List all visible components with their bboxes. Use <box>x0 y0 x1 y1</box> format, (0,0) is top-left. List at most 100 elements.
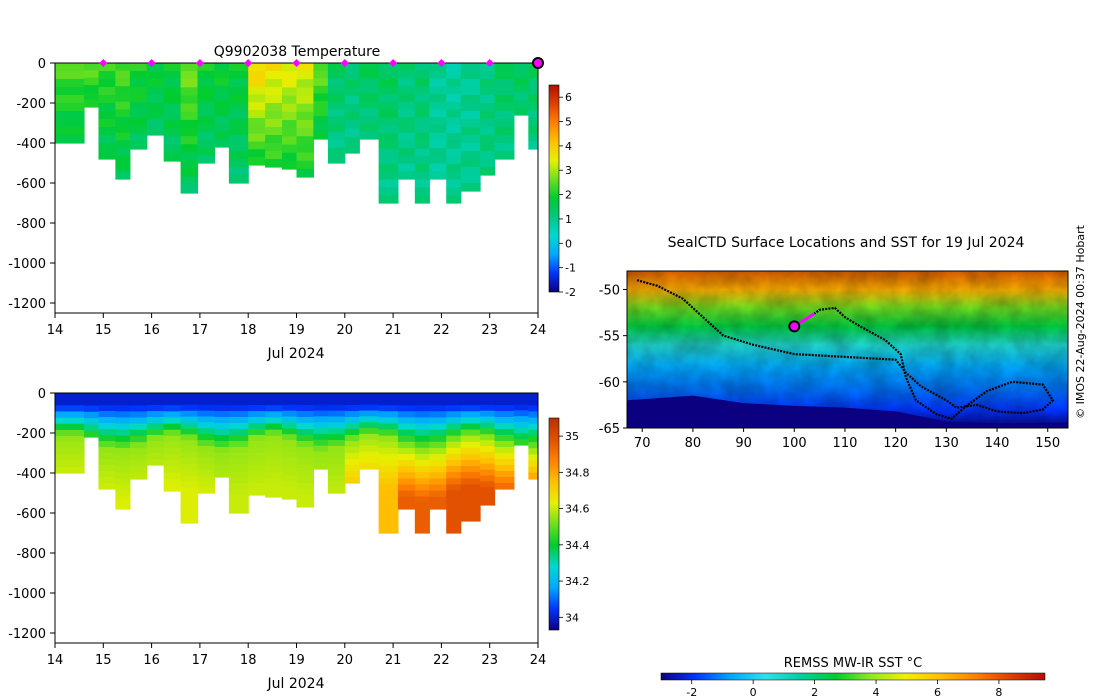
salinity-cell <box>214 405 230 412</box>
temperature-cell <box>528 109 538 119</box>
salinity-cell <box>228 471 249 478</box>
salinity-cell <box>98 465 116 472</box>
salinity-cell <box>429 447 447 455</box>
temperature-cell <box>265 159 283 168</box>
salinity-cell <box>115 429 131 437</box>
temperature-cell <box>494 135 515 144</box>
temperature-cell <box>414 109 430 119</box>
salinity-cell <box>228 507 249 514</box>
salinity-cell <box>115 502 131 510</box>
temperature-cell <box>282 63 298 72</box>
salinity-xtick-label: 17 <box>192 653 209 668</box>
salinity-cell <box>163 472 182 480</box>
temperature-cell <box>180 95 199 105</box>
salinity-cell <box>197 487 215 494</box>
temperature-cell <box>248 117 266 127</box>
salinity-cell <box>446 514 462 522</box>
salinity-cell <box>98 405 116 412</box>
salinity-cell <box>378 502 399 510</box>
salinity-cell <box>265 393 283 400</box>
temperature-cell <box>327 155 346 164</box>
temperature-cell <box>327 109 346 118</box>
salinity-cell <box>282 428 298 435</box>
salinity-cell <box>460 423 481 431</box>
salinity-cbtick-label: 34.2 <box>565 575 590 588</box>
temperature-cell <box>327 139 346 149</box>
salinity-cell <box>460 484 481 492</box>
temperature-cell <box>397 148 416 157</box>
temperature-cell <box>414 156 430 165</box>
salinity-x-ticks: 14 15 16 17 18 19 20 21 22 23 24 <box>47 643 546 668</box>
temperature-cell <box>414 187 430 196</box>
temperature-cell <box>429 140 447 149</box>
temperature-cell <box>414 171 430 181</box>
temperature-cell <box>55 111 85 120</box>
temperature-cell <box>446 156 462 165</box>
salinity-cell <box>344 471 360 478</box>
salinity-cell <box>359 457 380 464</box>
temperature-cell <box>214 85 230 95</box>
daily-marker <box>389 59 398 67</box>
salinity-cell <box>180 511 199 518</box>
temperature-cell <box>480 111 496 120</box>
temperature-cell <box>180 119 199 129</box>
salinity-cell <box>115 417 131 425</box>
temperature-cbtick-label: -1 <box>565 262 576 275</box>
temperature-cell <box>397 163 416 172</box>
temperature-cell <box>98 127 116 136</box>
salinity-cell <box>146 435 165 442</box>
temperature-cell <box>129 86 148 95</box>
salinity-cell <box>460 508 481 516</box>
temperature-cell <box>163 152 182 162</box>
temperature-cell <box>313 108 329 117</box>
temperature-cell <box>414 63 430 72</box>
salinity-cell <box>397 484 416 492</box>
salinity-xlabel: Jul 2024 <box>267 676 325 692</box>
temperature-cell <box>163 128 182 138</box>
salinity-cell <box>429 411 447 419</box>
temperature-cell <box>313 85 329 94</box>
map-lon-tick-label: 100 <box>782 436 807 451</box>
temperature-cell <box>378 70 399 80</box>
salinity-cell <box>313 428 329 435</box>
map-lat-tick-label: -65 <box>599 422 620 437</box>
salinity-cell <box>296 501 315 508</box>
salinity-cell <box>282 493 298 500</box>
salinity-cell <box>528 399 538 406</box>
salinity-cell <box>265 441 283 449</box>
temperature-cell <box>513 63 529 72</box>
temperature-cell <box>115 117 131 126</box>
temperature-cell <box>378 117 399 126</box>
salinity-cell <box>296 489 315 496</box>
salinity-cell <box>248 453 266 460</box>
salinity-cell <box>378 459 399 467</box>
salinity-cell <box>115 490 131 498</box>
salinity-cell <box>146 417 165 424</box>
salinity-cell <box>378 417 399 425</box>
salinity-cell <box>344 441 360 448</box>
salinity-cell <box>163 466 182 474</box>
map-lon-tick-label: 90 <box>735 436 752 451</box>
salinity-cell <box>327 463 346 471</box>
temperature-xtick-label: 16 <box>143 323 160 338</box>
salinity-cell <box>214 393 230 400</box>
map-lon-tick-label: 140 <box>985 436 1010 451</box>
salinity-cell <box>265 472 283 480</box>
salinity-cell <box>494 435 515 442</box>
salinity-cell <box>228 501 249 508</box>
salinity-cell <box>446 411 462 418</box>
salinity-cell <box>359 463 380 470</box>
temperature-ytick-label: -800 <box>16 217 46 232</box>
temperature-cell <box>414 117 430 126</box>
temperature-colorbar <box>548 84 560 293</box>
salinity-cell <box>446 393 462 400</box>
temperature-cell <box>359 108 380 117</box>
temperature-cell <box>429 155 447 165</box>
temperature-cell <box>163 144 182 154</box>
salinity-cell <box>248 489 266 496</box>
salinity-cell <box>146 399 165 406</box>
salinity-cell <box>460 441 481 449</box>
temperature-cell <box>296 152 315 162</box>
temperature-cell <box>55 79 85 88</box>
salinity-cell <box>480 499 496 506</box>
